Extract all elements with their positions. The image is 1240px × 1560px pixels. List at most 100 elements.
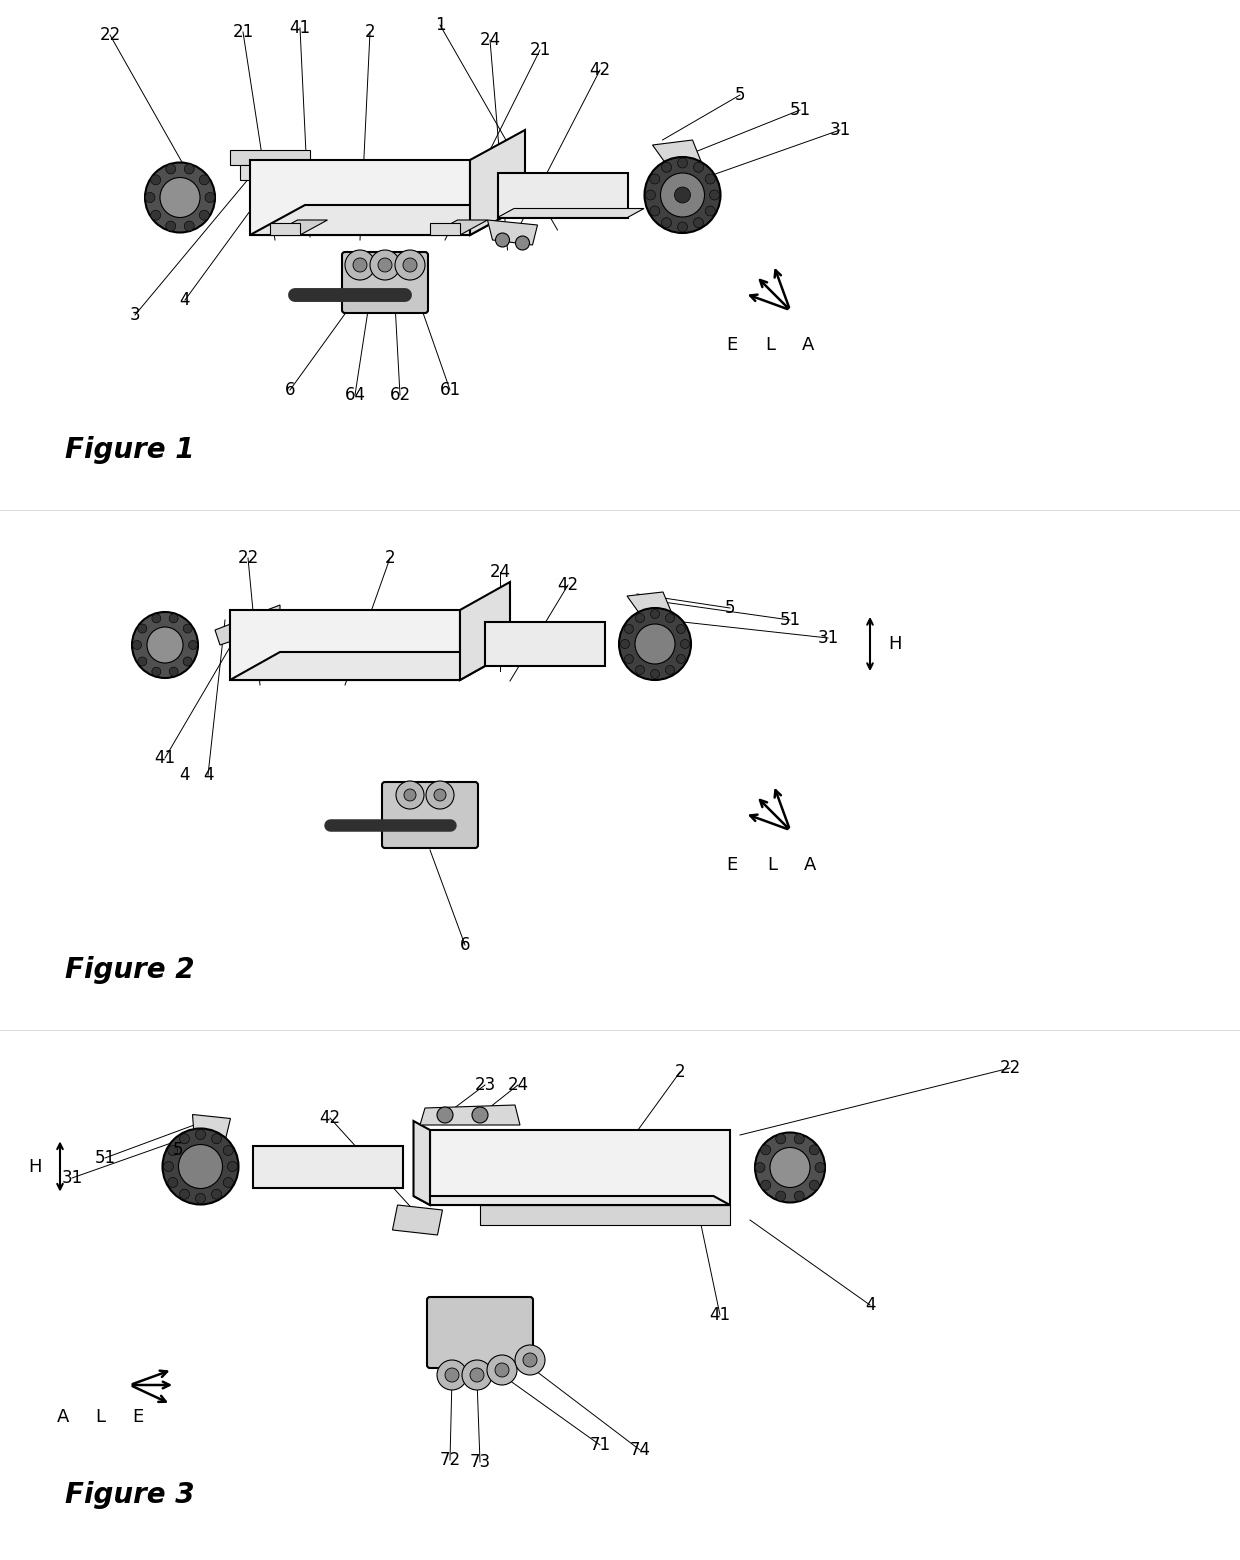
- Circle shape: [133, 641, 141, 649]
- Text: 22: 22: [999, 1059, 1021, 1076]
- Circle shape: [160, 178, 200, 217]
- Polygon shape: [430, 1129, 730, 1204]
- Circle shape: [693, 162, 703, 172]
- Circle shape: [661, 173, 704, 217]
- Polygon shape: [250, 161, 470, 236]
- Text: 4: 4: [864, 1296, 875, 1314]
- Polygon shape: [413, 1197, 730, 1204]
- Polygon shape: [497, 173, 627, 217]
- Circle shape: [651, 610, 660, 618]
- Circle shape: [370, 250, 401, 279]
- Circle shape: [145, 162, 215, 232]
- Text: 22: 22: [237, 549, 259, 566]
- Circle shape: [635, 613, 645, 622]
- Text: H: H: [888, 635, 901, 654]
- Circle shape: [677, 222, 687, 232]
- Circle shape: [495, 1363, 508, 1377]
- Text: 24: 24: [480, 31, 501, 48]
- Polygon shape: [229, 150, 310, 165]
- Circle shape: [463, 1360, 492, 1390]
- Circle shape: [179, 1145, 222, 1189]
- Circle shape: [810, 1145, 820, 1154]
- Circle shape: [138, 624, 146, 633]
- Circle shape: [169, 668, 179, 675]
- Text: L: L: [765, 335, 775, 354]
- Circle shape: [515, 1345, 546, 1374]
- Circle shape: [470, 1368, 484, 1382]
- Text: 42: 42: [589, 61, 610, 80]
- Circle shape: [445, 1368, 459, 1382]
- Circle shape: [185, 222, 195, 231]
- Text: 4: 4: [180, 292, 190, 309]
- Circle shape: [185, 164, 195, 175]
- Circle shape: [810, 1179, 820, 1190]
- Circle shape: [196, 1193, 206, 1203]
- Circle shape: [650, 206, 660, 215]
- Circle shape: [646, 190, 656, 200]
- Polygon shape: [627, 591, 673, 630]
- Text: 42: 42: [558, 576, 579, 594]
- Text: 73: 73: [470, 1452, 491, 1471]
- Circle shape: [166, 222, 176, 231]
- Text: L: L: [95, 1409, 105, 1426]
- Circle shape: [760, 1145, 771, 1154]
- Polygon shape: [430, 220, 487, 236]
- Text: 51: 51: [780, 612, 801, 629]
- Circle shape: [693, 218, 703, 228]
- Circle shape: [760, 1179, 771, 1190]
- Polygon shape: [460, 582, 510, 680]
- Text: 51: 51: [94, 1150, 115, 1167]
- Circle shape: [164, 1162, 174, 1172]
- Circle shape: [625, 624, 634, 633]
- Circle shape: [661, 162, 672, 172]
- Circle shape: [666, 666, 675, 674]
- Circle shape: [666, 613, 675, 622]
- Text: 22: 22: [99, 27, 120, 44]
- Circle shape: [677, 655, 686, 663]
- Circle shape: [378, 257, 392, 271]
- Text: 5: 5: [735, 86, 745, 105]
- Circle shape: [487, 1356, 517, 1385]
- Polygon shape: [253, 1145, 403, 1187]
- Circle shape: [496, 232, 510, 246]
- Text: Figure 1: Figure 1: [64, 435, 195, 463]
- Text: 21: 21: [232, 23, 254, 41]
- Circle shape: [706, 175, 715, 184]
- Circle shape: [677, 158, 687, 168]
- Circle shape: [227, 1162, 238, 1172]
- Circle shape: [396, 782, 424, 810]
- Circle shape: [151, 175, 161, 186]
- Circle shape: [776, 1190, 786, 1201]
- FancyBboxPatch shape: [342, 253, 428, 314]
- Circle shape: [212, 1189, 222, 1200]
- Text: 21: 21: [529, 41, 551, 59]
- Circle shape: [345, 250, 374, 279]
- Circle shape: [212, 1134, 222, 1143]
- Text: L: L: [768, 856, 777, 874]
- Text: 74: 74: [630, 1441, 651, 1459]
- Circle shape: [434, 789, 446, 800]
- Text: 5: 5: [724, 599, 735, 618]
- Circle shape: [200, 175, 210, 186]
- Circle shape: [795, 1190, 805, 1201]
- Circle shape: [709, 190, 719, 200]
- Bar: [270, 223, 300, 236]
- Text: 61: 61: [439, 381, 460, 399]
- Polygon shape: [420, 1104, 520, 1125]
- Polygon shape: [652, 140, 703, 179]
- Circle shape: [180, 1189, 190, 1200]
- Text: 6: 6: [285, 381, 295, 399]
- Circle shape: [138, 657, 146, 666]
- Polygon shape: [480, 1204, 730, 1225]
- Circle shape: [755, 1133, 825, 1203]
- Circle shape: [436, 1108, 453, 1123]
- Text: 31: 31: [61, 1168, 83, 1187]
- Text: 42: 42: [320, 1109, 341, 1126]
- Circle shape: [167, 1145, 177, 1156]
- Polygon shape: [229, 610, 460, 680]
- Circle shape: [677, 624, 686, 633]
- Circle shape: [651, 669, 660, 679]
- Polygon shape: [270, 220, 327, 236]
- Text: 31: 31: [817, 629, 838, 647]
- Text: 64: 64: [345, 385, 366, 404]
